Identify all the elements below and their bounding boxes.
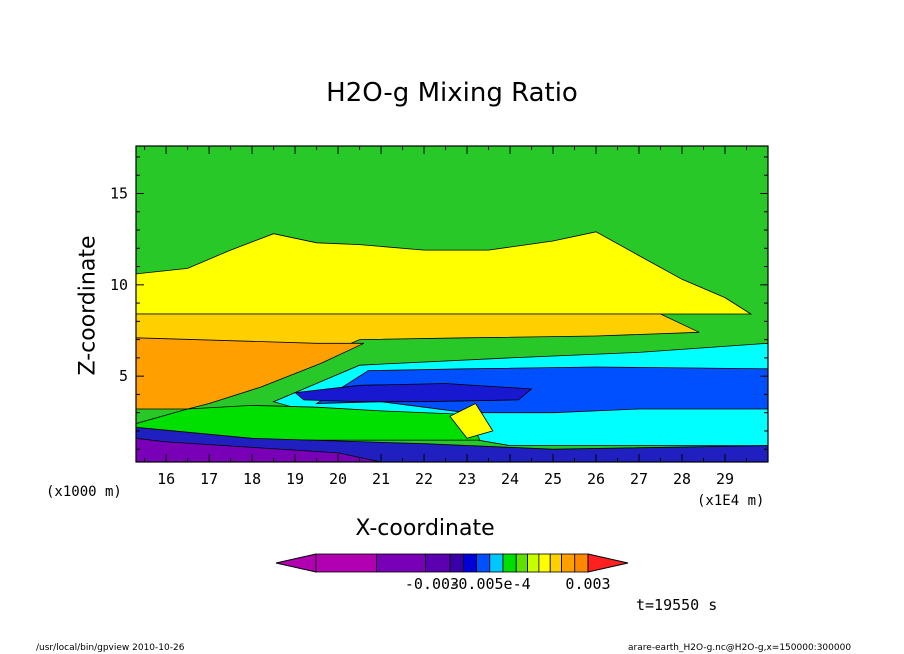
- y-tick-label: 5: [119, 367, 128, 385]
- region-dark-blue-core: [294, 383, 533, 403]
- colorbar-swatch: [538, 553, 551, 573]
- y-tick-label: 15: [110, 184, 128, 202]
- x-tick-label: 25: [544, 470, 562, 488]
- chart-title: H2O-g Mixing Ratio: [326, 78, 578, 108]
- region-upper-band: [136, 231, 753, 315]
- colorbar-swatch: [527, 553, 540, 573]
- region-surface-purple: [136, 437, 382, 462]
- x-tick-label: 27: [630, 470, 648, 488]
- time-stamp: t=19550 s: [636, 596, 718, 614]
- x-unit-right: (x1E4 m): [697, 493, 765, 509]
- colorbar-swatch: [489, 553, 504, 573]
- colorbar-swatch: [315, 553, 377, 573]
- x-tick-label: 23: [458, 470, 476, 488]
- colorbar-swatch: [549, 553, 562, 573]
- colorbar-swatch: [515, 553, 528, 573]
- x-tick-label: 24: [501, 470, 519, 488]
- colorbar-swatch: [561, 553, 576, 573]
- region-low-yellow-streak: [449, 402, 494, 439]
- colorbar-swatch: [376, 553, 426, 573]
- region-deep-orange: [136, 337, 365, 410]
- colorbar-label: -0.005e-4: [449, 575, 530, 593]
- data-source: arare-earth_H2O-g.nc@H2O-g,x=150000:3000…: [628, 643, 852, 653]
- colorbar-arrow-left: [275, 553, 317, 573]
- x-axis: 16 17 18 19 20 21 22 23 24 25 26 27 28 29: [144, 146, 748, 488]
- x-tick-label: 22: [415, 470, 433, 488]
- plot-frame: [135, 145, 769, 463]
- x-axis-label: X-coordinate: [355, 516, 495, 541]
- x-tick-label: 20: [329, 470, 347, 488]
- colorbar-label: -0.003: [405, 575, 459, 593]
- x-tick-label: 18: [243, 470, 261, 488]
- colorbar-label: 0.003: [565, 575, 610, 593]
- x-tick-label: 21: [372, 470, 390, 488]
- contour-fill-layer: [136, 146, 768, 462]
- x-unit-left: (x1000 m): [46, 484, 122, 500]
- colorbar-swatch: [449, 553, 464, 573]
- x-tick-label: 17: [200, 470, 218, 488]
- x-tick-label: 19: [286, 470, 304, 488]
- colorbar-swatch: [462, 553, 477, 573]
- x-tick-label: 26: [587, 470, 605, 488]
- colorbar-swatch: [425, 553, 451, 573]
- x-tick-label: 16: [157, 470, 175, 488]
- y-axis: 5 10 15: [110, 156, 768, 450]
- colorbar: -0.003-0.005e-4 0.003: [275, 553, 629, 593]
- colorbar-swatch: [574, 553, 589, 573]
- program-path: /usr/local/bin/gpview 2010-10-26: [36, 643, 185, 653]
- x-tick-label: 28: [673, 470, 691, 488]
- colorbar-swatch: [502, 553, 517, 573]
- colorbar-arrow-right: [587, 553, 629, 573]
- y-tick-label: 10: [110, 276, 128, 294]
- colorbar-swatch: [476, 553, 491, 573]
- x-tick-label: 29: [716, 470, 734, 488]
